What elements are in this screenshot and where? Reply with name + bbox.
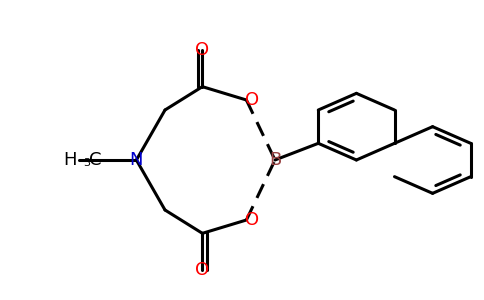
Text: C: C	[89, 151, 102, 169]
Text: B: B	[269, 151, 281, 169]
Text: O: O	[245, 91, 259, 109]
Text: O: O	[196, 41, 210, 59]
Text: 3: 3	[83, 158, 90, 168]
Text: H: H	[64, 151, 77, 169]
Text: O: O	[245, 211, 259, 229]
Text: O: O	[196, 261, 210, 279]
Text: N: N	[130, 151, 143, 169]
